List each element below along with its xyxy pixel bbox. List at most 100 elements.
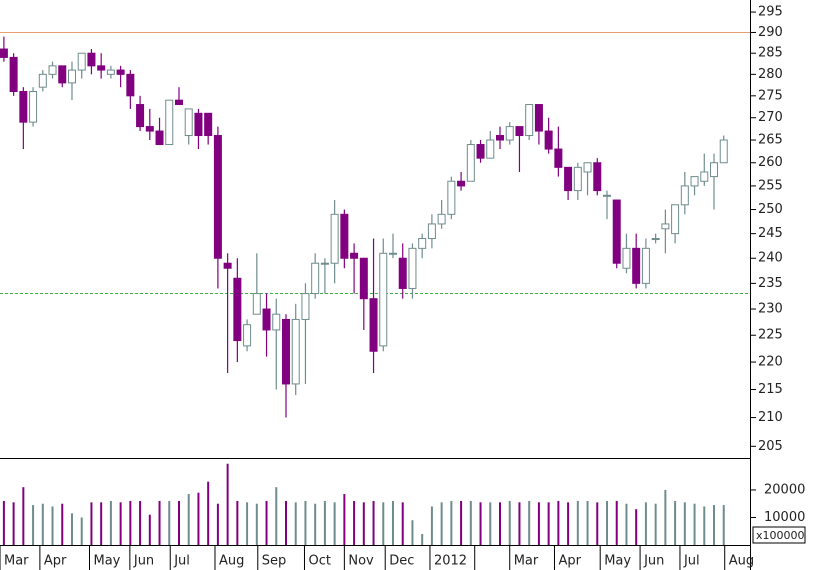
candle-body	[77, 52, 86, 71]
volume-tick-label: 10000	[764, 510, 805, 525]
candle-body	[243, 324, 252, 347]
candle-body	[350, 252, 359, 259]
candle-body	[583, 162, 592, 173]
candle-body	[174, 99, 183, 106]
x-tick-label: Apr	[558, 554, 581, 569]
candle-body	[126, 73, 135, 97]
candle-body	[710, 162, 719, 178]
candle-body	[388, 252, 397, 255]
candle-body	[515, 126, 524, 137]
x-tick-label: Apr	[44, 554, 67, 569]
candle-body	[719, 139, 728, 164]
y-tick-label: 230	[758, 302, 783, 317]
candle-body	[398, 257, 407, 289]
candle-body	[340, 213, 349, 259]
candle-body	[437, 213, 446, 225]
candle-body	[690, 176, 699, 187]
candle-body	[311, 262, 320, 295]
candle-body	[671, 204, 680, 235]
x-tick-label: Mar	[4, 554, 29, 569]
candle-body	[505, 126, 514, 141]
candle-body	[262, 308, 271, 331]
y-tick-label: 255	[758, 178, 783, 193]
candle-body	[457, 180, 466, 187]
y-tick-label: 290	[758, 25, 783, 40]
candle-body	[700, 171, 709, 182]
candle-body	[573, 166, 582, 192]
candle-body	[9, 56, 18, 92]
candle-body	[29, 90, 38, 123]
x-tick-label: Jul	[173, 554, 190, 569]
candle-body	[272, 313, 281, 331]
candle-body	[233, 277, 242, 342]
candle-body	[476, 144, 485, 159]
candle-body	[622, 247, 631, 269]
candle-body	[359, 257, 368, 300]
volume-unit-label: x100000	[756, 529, 805, 542]
y-tick-label: 205	[758, 439, 783, 454]
candle-body	[48, 65, 57, 75]
x-tick-label: Aug	[729, 554, 754, 569]
candle-body	[155, 130, 164, 146]
candle-body	[544, 130, 553, 150]
candle-body	[291, 318, 300, 385]
y-tick-label: 295	[758, 5, 783, 20]
candle-body	[145, 126, 154, 132]
candle-body	[58, 65, 67, 84]
y-tick-label: 220	[758, 355, 783, 370]
candle-body	[116, 69, 125, 75]
y-tick-label: 285	[758, 46, 783, 61]
candle-body	[593, 162, 602, 192]
y-tick-label: 270	[758, 110, 783, 125]
y-tick-label: 275	[758, 88, 783, 103]
y-tick-label: 265	[758, 133, 783, 148]
candle-body	[252, 293, 261, 315]
candle-body	[320, 262, 329, 265]
candle-body	[525, 104, 534, 137]
candle-body	[301, 293, 310, 320]
candle-body	[651, 238, 660, 241]
y-tick-label: 240	[758, 251, 783, 266]
candle-body	[632, 247, 641, 284]
y-tick-label: 280	[758, 67, 783, 82]
x-tick-label: Sep	[262, 554, 287, 569]
candle-body	[87, 52, 96, 67]
candle-body	[603, 194, 612, 197]
candle-body	[534, 104, 543, 132]
x-tick-label: Jun	[643, 554, 664, 569]
x-tick-label: Oct	[308, 554, 330, 569]
candle-body	[496, 135, 504, 141]
candle-body	[19, 90, 28, 123]
candle-body	[564, 166, 573, 192]
candle-body	[281, 318, 290, 385]
candle-body	[0, 48, 8, 58]
candle-body	[330, 213, 339, 264]
x-tick-label: 2012	[434, 554, 467, 569]
candle-body	[204, 112, 213, 137]
x-tick-label: Jun	[133, 554, 154, 569]
candle-body	[427, 223, 436, 240]
candle-body	[554, 148, 563, 168]
x-tick-label: Jul	[683, 554, 700, 569]
x-tick-label: Mar	[514, 554, 539, 569]
x-tick-label: Nov	[348, 554, 374, 569]
candle-body	[194, 112, 203, 137]
candle-body	[641, 247, 650, 284]
y-tick-label: 235	[758, 276, 783, 291]
candle-body	[38, 73, 47, 88]
candle-body	[612, 199, 621, 264]
x-tick-label: May	[93, 554, 120, 569]
candle-body	[106, 69, 115, 75]
candle-body	[213, 135, 222, 259]
candle-body	[136, 104, 145, 128]
y-tick-label: 215	[758, 382, 783, 397]
y-tick-label: 210	[758, 410, 783, 425]
candle-body	[223, 262, 232, 269]
candle-body	[418, 238, 427, 249]
x-tick-label: Aug	[219, 554, 244, 569]
candle-body	[67, 69, 76, 84]
y-tick-label: 260	[758, 155, 783, 170]
x-tick-label: May	[604, 554, 631, 569]
